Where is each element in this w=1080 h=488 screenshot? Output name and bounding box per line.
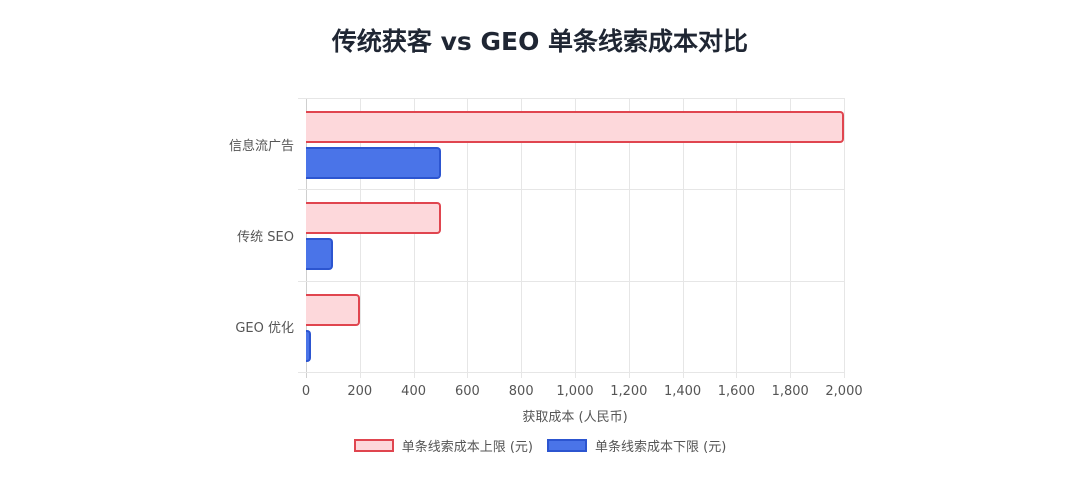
grid-line-horizontal (298, 372, 844, 373)
x-tick-label: 1,000 (556, 384, 594, 399)
grid-line-vertical (682, 98, 684, 378)
x-tick-label: 800 (508, 384, 534, 399)
legend-swatch-lower (547, 439, 587, 452)
grid-line-horizontal (298, 98, 844, 99)
legend-label-upper: 单条线索成本上限 (元) (401, 440, 533, 455)
chart-title: 传统获客 vs GEO 单条线索成本对比 (331, 27, 749, 56)
bar-lower[interactable] (306, 147, 441, 179)
grid-line-vertical (790, 98, 792, 378)
legend-label-lower: 单条线索成本下限 (元) (595, 440, 727, 455)
bar-lower[interactable] (306, 238, 333, 271)
y-tick-label: GEO 优化 (235, 321, 294, 337)
y-tick-label: 信息流广告 (228, 138, 294, 154)
legend-item-upper[interactable]: 单条线索成本上限 (元) (353, 436, 533, 455)
grid-line-vertical (736, 98, 738, 378)
grid-line-vertical (844, 98, 845, 378)
grid-line-vertical (575, 98, 576, 378)
x-tick-label: 2,000 (825, 384, 863, 399)
y-axis-line (306, 98, 307, 378)
grid-line-horizontal (298, 189, 844, 191)
legend: 单条线索成本上限 (元) 单条线索成本下限 (元) (0, 436, 1080, 455)
x-tick-label: 1,400 (663, 384, 702, 399)
bar-lower[interactable] (306, 329, 312, 362)
grid-line-vertical (359, 98, 361, 378)
legend-item-lower[interactable]: 单条线索成本下限 (元) (547, 436, 726, 455)
x-tick-label: 200 (347, 384, 373, 399)
grid-line-vertical (413, 98, 415, 378)
grid-line-vertical (467, 98, 469, 378)
legend-swatch-upper (353, 439, 394, 452)
plot-area (298, 98, 845, 378)
x-tick-label: 1,200 (610, 384, 648, 399)
grid-line-vertical (628, 98, 630, 378)
x-tick-label: 1,800 (771, 384, 809, 399)
grid-line-vertical (521, 98, 523, 378)
x-tick-label: 0 (301, 384, 311, 399)
x-tick-label: 600 (454, 384, 480, 399)
y-tick-label: 传统 SEO (237, 230, 294, 245)
bar-upper[interactable] (306, 293, 360, 326)
bar-upper[interactable] (306, 202, 441, 235)
x-tick-label: 1,600 (717, 384, 755, 399)
bar-upper[interactable] (306, 111, 844, 143)
x-axis-title: 获取成本 (人民币) (522, 410, 628, 425)
grid-line-horizontal (298, 280, 844, 282)
x-tick-label: 400 (401, 384, 427, 399)
